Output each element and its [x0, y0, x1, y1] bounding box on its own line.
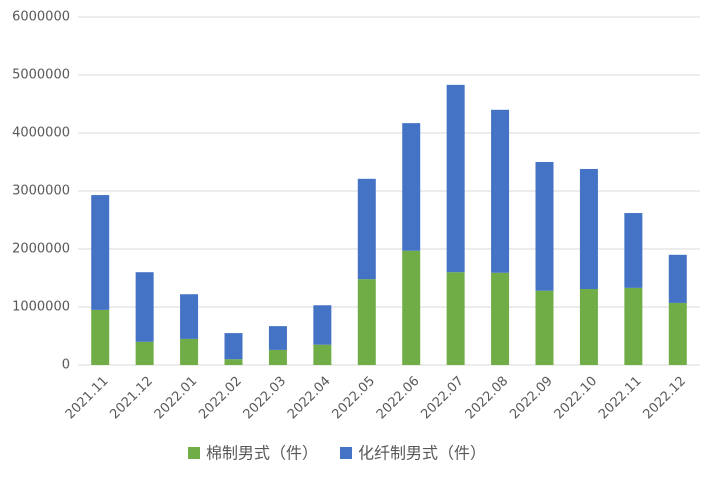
- legend-label: 化纤制男式（件）: [358, 444, 486, 463]
- x-tick-label: 2022.07: [418, 374, 467, 423]
- y-tick-label: 5000000: [12, 68, 70, 83]
- bar-segment: [535, 162, 554, 291]
- legend-swatch: [340, 447, 353, 459]
- bar-segment: [357, 178, 376, 280]
- bar-segment: [313, 305, 332, 345]
- x-tick-label: 2022.03: [241, 374, 290, 423]
- bar-segment: [91, 309, 110, 365]
- bar-segment: [224, 359, 243, 365]
- bar-segment: [91, 195, 110, 310]
- x-tick-label: 2021.11: [63, 374, 112, 423]
- bar-segment: [624, 287, 643, 365]
- bar-segment: [402, 123, 421, 251]
- x-tick-label: 2021.12: [107, 374, 156, 423]
- bar-segment: [357, 279, 376, 365]
- bar-segment: [624, 213, 643, 288]
- x-tick-label: 2022.02: [196, 374, 245, 423]
- bar-segment: [402, 250, 421, 365]
- bar-segment: [579, 289, 598, 365]
- bar-segment: [313, 344, 332, 365]
- bar-segment: [135, 272, 154, 342]
- bar-segment: [535, 290, 554, 365]
- x-tick-label: 2022.01: [152, 374, 201, 423]
- y-tick-label: 2000000: [12, 242, 70, 257]
- legend-swatch: [188, 447, 200, 459]
- x-tick-label: 2022.09: [507, 374, 556, 423]
- bar-segment: [180, 338, 199, 365]
- bar-segment: [446, 272, 465, 365]
- bar-segment: [446, 84, 465, 273]
- x-tick-label: 2022.11: [596, 374, 645, 423]
- y-tick-label: 3000000: [12, 184, 70, 199]
- y-tick-label: 4000000: [12, 126, 70, 141]
- bar-segment: [268, 326, 287, 350]
- bar-segment: [268, 349, 287, 365]
- bar-segment: [491, 272, 510, 365]
- y-tick-label: 0: [62, 358, 70, 373]
- legend-label: 棉制男式（件）: [206, 444, 318, 463]
- bar-segment: [579, 168, 598, 290]
- bar-segment: [491, 109, 510, 273]
- bar-segment: [668, 302, 687, 365]
- x-tick-label: 2022.05: [329, 374, 378, 423]
- x-tick-label: 2022.06: [374, 374, 423, 423]
- bar-segment: [224, 333, 243, 360]
- x-tick-label: 2022.04: [285, 374, 334, 423]
- x-tick-label: 2022.12: [640, 374, 689, 423]
- bar-segment: [135, 341, 154, 365]
- x-tick-label: 2022.08: [463, 374, 512, 423]
- legend: 棉制男式（件） 化纤制男式（件）: [188, 444, 486, 463]
- x-tick-label: 2022.10: [552, 374, 601, 423]
- bar-segment: [180, 294, 199, 339]
- bar-segment: [668, 254, 687, 303]
- y-tick-label: 1000000: [12, 300, 70, 315]
- y-tick-label: 6000000: [12, 10, 70, 25]
